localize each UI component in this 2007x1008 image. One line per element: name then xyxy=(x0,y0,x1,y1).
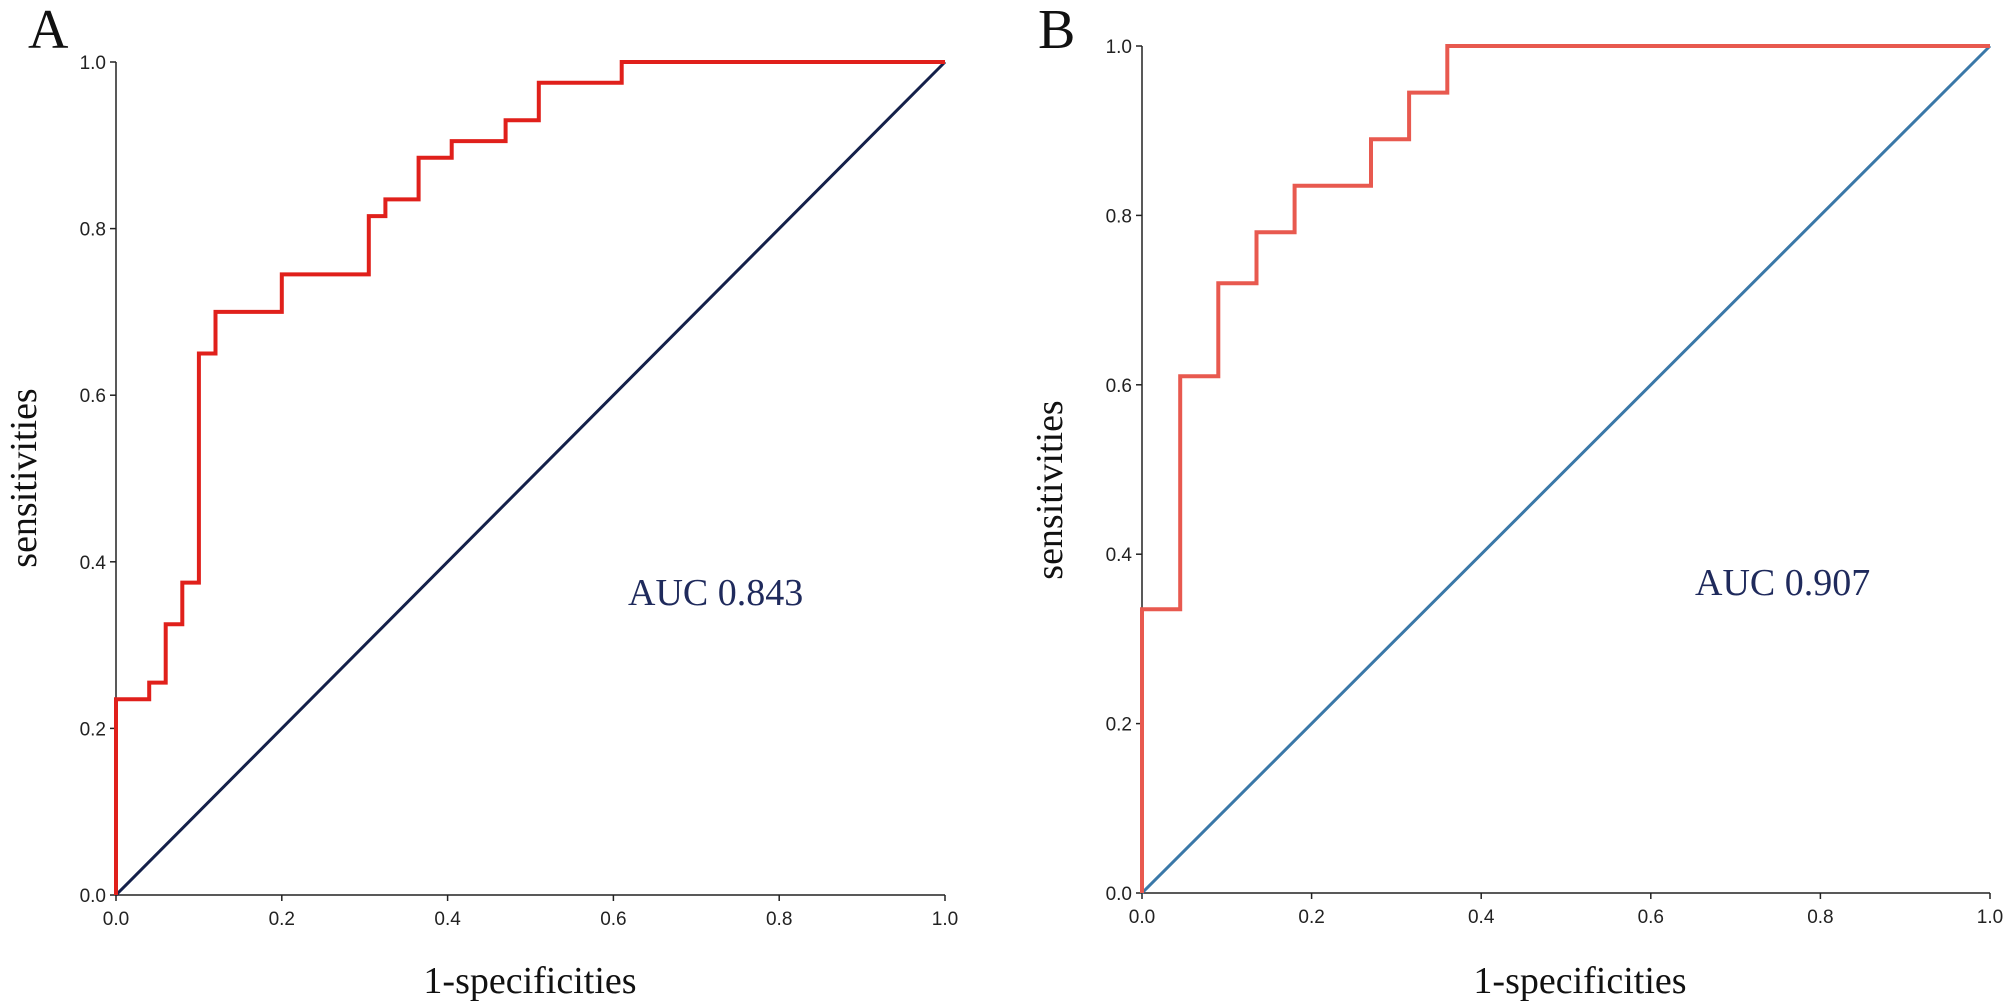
panel-b-x-tick-label: 0.0 xyxy=(1129,907,1155,928)
panel-a-x-label: 1-specificities xyxy=(423,960,636,1002)
panel-b-x-tick-label: 0.4 xyxy=(1468,907,1495,928)
panel-b-y-tick-label: 0.8 xyxy=(1106,206,1132,227)
panel-a-y-tick-label: 0.0 xyxy=(80,886,106,907)
panel-a-y-tick-label: 0.8 xyxy=(80,220,106,241)
panel-b-y-tick-label: 0.6 xyxy=(1106,376,1132,397)
panel-a-ticks: 0.0 0.2 0.4 0.6 0.8 1.0 0.0 0.2 0.4 0.6 0.8 1.0 xyxy=(80,53,959,930)
panel-a-y-tick-label: 0.4 xyxy=(80,553,107,574)
panel-a-x-tick-label: 0.2 xyxy=(269,909,295,930)
panel-b-auc-label: AUC 0.907 xyxy=(1695,562,1870,604)
panel-a-y-label: sensitivities xyxy=(3,388,45,567)
panel-b-y-tick-label: 1.0 xyxy=(1106,37,1132,58)
panel-b: B 0.0 0.2 0.4 0.6 0.8 1.0 0.0 0.2 0.4 0.6 0.8 1.0 A… xyxy=(1029,0,2003,1002)
panel-a-letter: A xyxy=(28,0,69,61)
panel-b-roc-curve xyxy=(1140,44,1990,893)
panel-a-auc-label: AUC 0.843 xyxy=(628,572,803,614)
panel-a-y-tick-label: 0.6 xyxy=(80,386,106,407)
panel-b-y-tick-label: 0.2 xyxy=(1106,715,1132,736)
panel-a-x-tick-label: 1.0 xyxy=(932,909,958,930)
panel-b-x-tick-label: 0.6 xyxy=(1638,907,1664,928)
panel-a-x-tick-label: 0.4 xyxy=(434,909,461,930)
panel-a: A 0.0 0.2 0.4 0.6 0.8 1.0 0.0 0.2 0.4 0.6 0.8 1.0 A… xyxy=(3,0,958,1002)
panel-a-x-tick-label: 0.6 xyxy=(600,909,626,930)
panel-b-x-label: 1-specificities xyxy=(1473,960,1686,1002)
panel-b-y-tick-label: 0.4 xyxy=(1106,545,1133,566)
panel-b-y-label: sensitivities xyxy=(1029,400,1071,579)
panel-b-letter: B xyxy=(1038,0,1075,61)
panel-b-x-tick-label: 0.8 xyxy=(1807,907,1833,928)
panel-a-y-tick-label: 0.2 xyxy=(80,719,106,740)
panel-a-reference-line xyxy=(114,60,947,897)
panel-a-x-tick-label: 0.0 xyxy=(103,909,129,930)
panel-b-ticks: 0.0 0.2 0.4 0.6 0.8 1.0 0.0 0.2 0.4 0.6 0.8 1.0 xyxy=(1106,37,2004,928)
panel-b-x-tick-label: 0.2 xyxy=(1298,907,1324,928)
panel-b-y-tick-label: 0.0 xyxy=(1106,884,1132,905)
panel-b-reference-line xyxy=(1140,44,1992,895)
panel-b-x-tick-label: 1.0 xyxy=(1977,907,2003,928)
panel-a-y-tick-label: 1.0 xyxy=(80,53,106,74)
panel-a-x-tick-label: 0.8 xyxy=(766,909,792,930)
panel-a-roc-curve xyxy=(114,60,945,895)
